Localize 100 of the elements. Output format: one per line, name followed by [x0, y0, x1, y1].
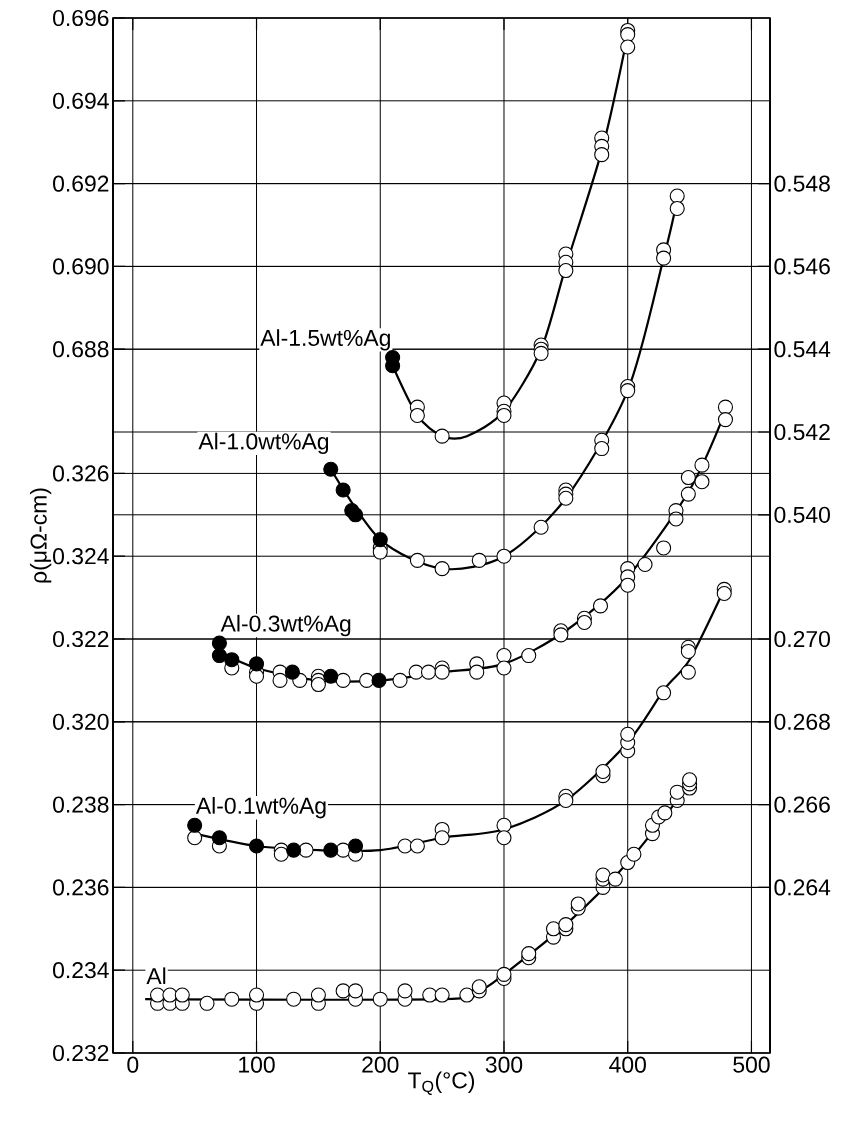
- point: [335, 672, 351, 688]
- point: [656, 685, 672, 701]
- point: [669, 188, 685, 204]
- point: [496, 660, 512, 676]
- point: [558, 490, 574, 506]
- point: [347, 507, 364, 523]
- point: [496, 817, 512, 833]
- point: [149, 987, 166, 1003]
- y-tick-label: 0.322: [53, 630, 109, 648]
- series-label: Al-0.1wt%Ag: [195, 797, 326, 819]
- point: [620, 383, 636, 399]
- point: [496, 648, 512, 664]
- point: [595, 763, 611, 780]
- point: [347, 983, 364, 999]
- point: [669, 200, 685, 216]
- point: [592, 598, 609, 614]
- point: [372, 532, 388, 548]
- y-tick-label: 0.696: [53, 9, 109, 27]
- point: [359, 672, 375, 688]
- point: [372, 544, 388, 560]
- y-tick-label: 0.320: [53, 713, 109, 730]
- x-tick-label: 300: [485, 1056, 523, 1073]
- y-tick-label: 0.694: [53, 92, 109, 109]
- point: [323, 461, 339, 477]
- point: [174, 987, 190, 1003]
- point: [533, 519, 549, 535]
- point: [716, 585, 732, 602]
- y-tick-label: 0.690: [53, 258, 109, 275]
- point: [248, 987, 265, 1003]
- point: [323, 668, 339, 684]
- series-label: Al: [146, 967, 166, 984]
- series-label: Al-1.5wt%Ag: [260, 329, 390, 351]
- point: [372, 991, 388, 1007]
- point: [553, 627, 569, 643]
- point: [620, 39, 636, 55]
- point: [594, 147, 610, 163]
- point: [669, 784, 685, 800]
- x-axis-title: T$_{Q}$(°C): [408, 1071, 475, 1095]
- point: [199, 995, 215, 1011]
- point: [409, 407, 425, 423]
- point: [211, 635, 227, 651]
- y-tick-label: 0.326: [53, 465, 109, 482]
- y-tick-label: 0.238: [53, 796, 109, 813]
- point: [248, 656, 265, 672]
- point: [626, 846, 642, 862]
- y2-tick-label: 0.266: [774, 796, 830, 813]
- point: [273, 846, 289, 862]
- point: [469, 664, 485, 680]
- point: [533, 345, 549, 361]
- point: [211, 830, 227, 846]
- y2-tick-label: 0.544: [774, 341, 831, 358]
- point: [521, 946, 537, 962]
- point: [620, 577, 636, 593]
- point: [434, 428, 450, 444]
- point: [594, 441, 610, 457]
- point: [434, 664, 450, 680]
- point: [694, 457, 710, 473]
- point: [347, 838, 364, 854]
- point: [286, 842, 302, 858]
- point: [248, 838, 265, 854]
- point: [211, 648, 227, 664]
- x-tick-label: 200: [362, 1056, 399, 1073]
- y2-tick-label: 0.268: [774, 713, 830, 730]
- point: [682, 772, 698, 788]
- point: [272, 672, 288, 688]
- x-tick-label: 400: [609, 1056, 646, 1073]
- point: [558, 263, 574, 279]
- point: [558, 917, 574, 933]
- point: [656, 250, 672, 266]
- point: [310, 987, 326, 1003]
- y2-tick-label: 0.542: [774, 423, 830, 441]
- point: [409, 838, 425, 854]
- point: [620, 726, 636, 742]
- point: [680, 664, 696, 680]
- y2-tick-label: 0.270: [774, 630, 830, 648]
- point: [286, 991, 302, 1007]
- point: [397, 838, 413, 854]
- point: [397, 983, 413, 999]
- y-tick-label: 0.232: [53, 1044, 109, 1062]
- y-tick-label: 0.236: [53, 879, 109, 896]
- point: [521, 648, 537, 664]
- point: [298, 842, 314, 858]
- point: [496, 830, 512, 846]
- y-tick-label: 0.234: [53, 962, 109, 979]
- point: [187, 817, 203, 833]
- point: [335, 482, 351, 498]
- point: [657, 805, 673, 821]
- point: [392, 672, 408, 688]
- point: [420, 664, 437, 680]
- point: [496, 548, 512, 564]
- point: [496, 407, 512, 423]
- x-tick-label: 500: [733, 1056, 770, 1073]
- point: [496, 966, 512, 982]
- point: [409, 552, 425, 568]
- point: [434, 561, 450, 577]
- point: [680, 643, 696, 659]
- series-label: Al-1.0wt%Ag: [198, 432, 329, 455]
- point: [680, 470, 696, 486]
- point: [248, 668, 265, 684]
- x-tick-label: 100: [239, 1056, 275, 1073]
